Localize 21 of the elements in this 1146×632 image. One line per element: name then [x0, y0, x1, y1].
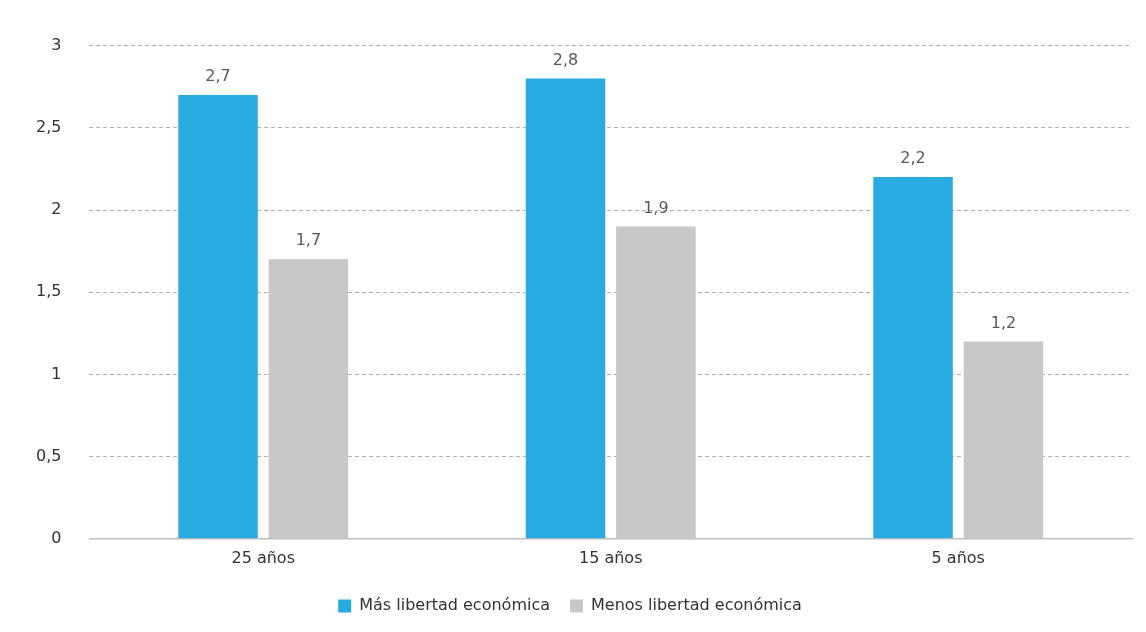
legend-label: Menos libertad económica	[591, 595, 802, 615]
data-label: 2,2	[900, 148, 926, 168]
bar	[873, 177, 953, 539]
x-tick-label: 25 años	[231, 547, 295, 567]
y-tick-label: 2,5	[35, 116, 62, 136]
y-tick-label: 2	[51, 199, 62, 219]
legend-label: Más libertad económica	[359, 595, 551, 615]
y-tick-label: 3	[51, 34, 62, 54]
data-label: 1,2	[990, 312, 1017, 332]
data-label: 2,8	[552, 49, 579, 69]
bar	[178, 94, 258, 539]
y-tick-label: 0,5	[35, 445, 62, 465]
x-tick-label: 5 años	[931, 547, 985, 567]
x-tick-label: 15 años	[578, 547, 643, 567]
data-label: 1,9	[643, 197, 669, 217]
data-label: 2,7	[205, 66, 231, 86]
y-tick-label: 0	[51, 527, 62, 547]
y-tick-label: 1,5	[35, 281, 62, 301]
data-label: 1,7	[295, 230, 322, 250]
bar	[525, 78, 606, 539]
y-tick-label: 1	[51, 363, 62, 383]
